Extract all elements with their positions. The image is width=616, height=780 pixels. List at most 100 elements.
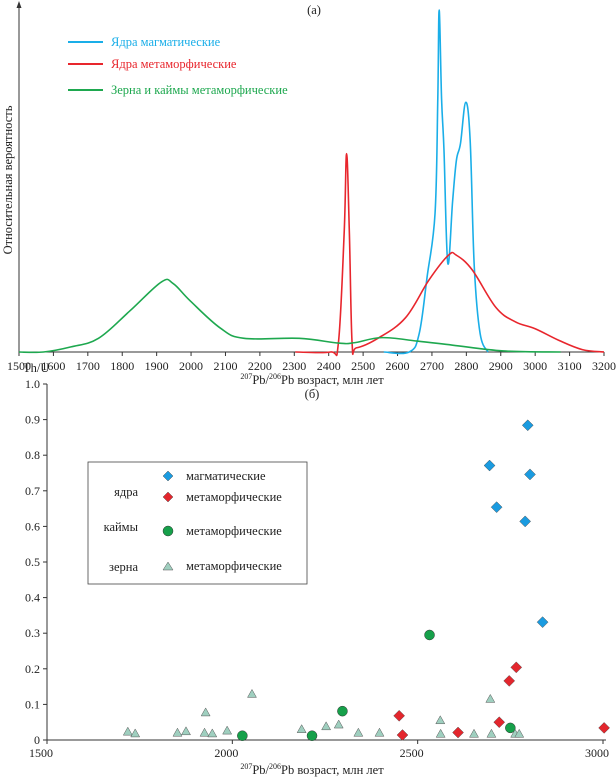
y-tick-label-b: 0: [34, 733, 40, 747]
data-point-circle: [424, 629, 435, 641]
data-point-triangle: [172, 727, 183, 737]
x-tick-label-a: 2400: [317, 359, 341, 373]
data-point-diamond: [536, 616, 549, 629]
y-tick-label-b: 0.2: [25, 662, 40, 676]
data-point-diamond: [490, 501, 503, 514]
th-u-scatter-chart: Th/U (б) 1500 2000 2500 3000 0 0.1 0.2 0.3 0.4 0.…: [23, 361, 610, 777]
data-point-triangle: [207, 728, 218, 738]
legend-label-magmatic: магматические: [186, 469, 266, 483]
x-tick-label-b: 3000: [585, 746, 609, 760]
y-axis-arrow-icon: [16, 1, 22, 8]
data-point-triangle: [296, 724, 307, 733]
legend-label-metamorphic-grains-rims: Зерна и каймы метаморфические: [111, 83, 288, 97]
legend-label-metamorphic-cores: метаморфические: [186, 490, 282, 504]
y-tick-label-b: 1.0: [25, 377, 40, 391]
legend-circle-green-icon: [162, 525, 174, 537]
x-tick-label-a: 1500: [7, 359, 31, 373]
data-point-triangle: [199, 727, 210, 737]
y-axis-label-a: Относительная вероятность: [1, 105, 15, 254]
data-point-diamond: [483, 459, 496, 472]
legend-diamond-blue-icon: [162, 470, 174, 482]
data-point-triangle: [374, 727, 385, 737]
legend-diamond-red-icon: [162, 491, 174, 503]
legend-label-metamorphic-cores: Ядра метаморфические: [111, 57, 237, 71]
data-point-circle: [337, 705, 348, 717]
x-tick-label-a: 1800: [110, 359, 134, 373]
chart-b-title: (б): [305, 387, 320, 401]
series-line-metamorphic-grains-rims: [18, 278, 561, 354]
data-point-circle: [237, 730, 248, 741]
data-point-triangle: [333, 719, 344, 729]
series-line-metamorphic-cores: [295, 152, 605, 357]
legend-triangle-icon: [162, 561, 174, 571]
data-point-triangle: [130, 728, 141, 738]
x-tick-label-a: 2700: [420, 359, 444, 373]
legend-label-magmatic-cores: Ядра магматические: [111, 35, 221, 49]
x-axis-label-b: 207Pb/206Pb возраст, млн лет: [240, 762, 384, 777]
data-point-diamond: [524, 468, 536, 481]
probability-density-chart: (а) Относительная вероятность 1500 1600 17…: [1, 1, 616, 387]
chart-a-title: (а): [307, 3, 321, 17]
y-tick-label-b: 0.1: [25, 697, 40, 711]
data-point-circle: [306, 730, 318, 741]
x-tick-label-a: 2500: [351, 359, 375, 373]
x-tick-label-a: 3100: [558, 359, 582, 373]
data-point-triangle: [247, 688, 257, 698]
data-point-triangle: [122, 726, 133, 736]
data-point-diamond: [393, 709, 405, 722]
x-tick-label-a: 1700: [76, 359, 100, 373]
data-point-triangle: [485, 693, 496, 703]
data-point-diamond: [503, 675, 516, 687]
x-tick-label-a: 3200: [592, 359, 616, 373]
data-point-diamond: [510, 661, 523, 674]
data-point-triangle: [222, 725, 233, 735]
data-point-triangle: [514, 728, 525, 738]
x-tick-label-a: 2000: [179, 359, 203, 373]
y-tick-label-b: 0.4: [25, 591, 40, 605]
legend-a: Ядра магматические Ядра метаморфические …: [68, 35, 288, 97]
data-point-triangle: [435, 715, 446, 725]
data-point-diamond: [519, 515, 532, 528]
legend-box: [87, 461, 308, 585]
x-tick-label-a: 2300: [282, 359, 306, 373]
data-point-triangle: [181, 726, 191, 736]
x-tick-label-a: 2100: [213, 359, 237, 373]
data-point-diamond: [493, 716, 506, 729]
x-tick-label-a: 1600: [41, 359, 65, 373]
data-point-triangle: [353, 727, 364, 737]
x-tick-label-a: 2200: [248, 359, 272, 373]
data-point-circle: [505, 722, 516, 734]
data-point-diamond: [396, 729, 409, 741]
x-tick-label-a: 3000: [523, 359, 547, 373]
x-tick-label-b: 2500: [400, 746, 424, 760]
data-point-triangle: [486, 728, 497, 738]
y-tick-label-b: 0.6: [25, 519, 40, 533]
x-tick-label-a: 1900: [145, 359, 169, 373]
y-tick-label-b: 0.7: [25, 484, 40, 498]
data-point-triangle: [469, 728, 479, 738]
legend-group-cores: ядра: [114, 485, 138, 499]
x-axis-label-a: 207Pb/206Pb возраст, млн лет: [240, 372, 384, 387]
data-point-triangle: [435, 728, 446, 738]
legend-group-rims: каймы: [104, 520, 139, 534]
x-tick-label-b: 2000: [214, 746, 238, 760]
y-axis-label-b: Th/U: [23, 361, 49, 375]
legend-b: ядра каймы зерна магматические метаморфи…: [87, 461, 308, 585]
legend-group-grains: зерна: [109, 560, 138, 574]
x-tick-label-a: 2900: [489, 359, 513, 373]
x-tick-label-a: 2800: [454, 359, 478, 373]
data-point-diamond: [598, 722, 610, 734]
data-point-triangle: [200, 707, 211, 717]
y-tick-label-b: 0.5: [25, 555, 40, 569]
y-tick-label-b: 0.3: [25, 626, 40, 640]
legend-label-metamorphic-rims: метаморфические: [186, 524, 282, 538]
data-point-diamond: [521, 419, 534, 432]
x-tick-label-a: 2600: [386, 359, 410, 373]
legend-label-metamorphic-grains: метаморфические: [186, 559, 282, 573]
data-point-diamond: [452, 726, 464, 739]
y-tick-label-b: 0.8: [25, 448, 40, 462]
y-tick-label-b: 0.9: [25, 413, 40, 427]
data-point-triangle: [321, 721, 332, 731]
x-tick-label-b: 1500: [29, 746, 53, 760]
